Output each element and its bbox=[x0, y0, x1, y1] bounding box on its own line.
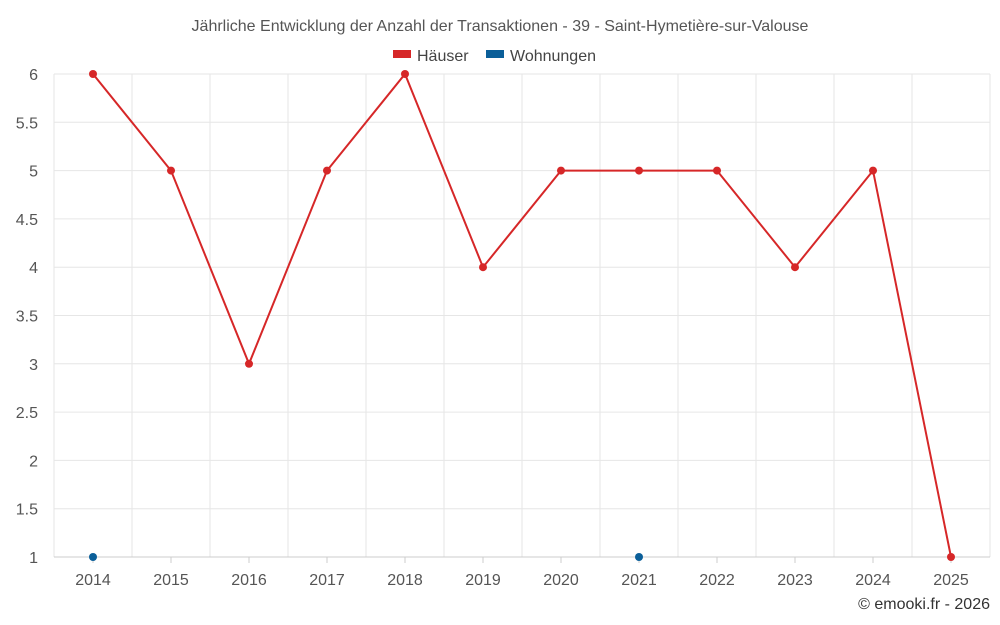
chart-title: Jährliche Entwicklung der Anzahl der Tra… bbox=[192, 18, 809, 35]
y-tick-label: 5 bbox=[29, 164, 38, 181]
y-tick-label: 5.5 bbox=[16, 115, 38, 132]
data-point-haeuser[interactable] bbox=[947, 553, 955, 561]
y-tick-label: 4.5 bbox=[16, 212, 38, 229]
legend-swatch-wohnungen[interactable] bbox=[486, 50, 504, 58]
series-line-haeuser bbox=[92, 72, 952, 558]
legend-label-wohnungen[interactable]: Wohnungen bbox=[510, 48, 596, 65]
data-point-haeuser[interactable] bbox=[791, 263, 799, 272]
x-tick-label: 2015 bbox=[153, 572, 189, 589]
x-tick-label: 2020 bbox=[543, 572, 579, 589]
data-point-haeuser[interactable] bbox=[167, 166, 175, 175]
legend-label-haeuser[interactable]: Häuser bbox=[417, 48, 469, 65]
legend: Häuser Wohnungen bbox=[393, 48, 596, 65]
y-tick-label: 2.5 bbox=[16, 405, 38, 422]
x-axis-ticks: 2014 2015 2016 2017 2018 2019 2020 2021 2022 2023… bbox=[75, 557, 969, 589]
x-tick-label: 2016 bbox=[231, 572, 267, 589]
y-tick-label: 6 bbox=[29, 67, 38, 84]
x-tick-label: 2014 bbox=[75, 572, 111, 589]
x-tick-label: 2019 bbox=[465, 572, 501, 589]
grid bbox=[53, 73, 991, 558]
y-tick-label: 4 bbox=[29, 260, 38, 277]
data-point-haeuser[interactable] bbox=[479, 263, 487, 272]
data-point-haeuser[interactable] bbox=[713, 166, 721, 175]
x-tick-label: 2023 bbox=[777, 572, 813, 589]
legend-swatch-haeuser[interactable] bbox=[393, 50, 411, 58]
x-tick-label: 2022 bbox=[699, 572, 735, 589]
y-tick-label: 3.5 bbox=[16, 309, 38, 326]
data-point-haeuser[interactable] bbox=[323, 166, 331, 175]
data-point-wohnungen[interactable] bbox=[635, 553, 643, 561]
x-tick-label: 2017 bbox=[309, 572, 345, 589]
data-point-haeuser[interactable] bbox=[635, 166, 643, 175]
y-axis-ticks: 1 1.5 2 2.5 3 3.5 4 4.5 5 5.5 6 bbox=[16, 67, 38, 567]
data-point-haeuser[interactable] bbox=[89, 70, 97, 78]
x-tick-label: 2021 bbox=[621, 572, 657, 589]
y-tick-label: 3 bbox=[29, 357, 38, 374]
x-tick-label: 2018 bbox=[387, 572, 423, 589]
series-layer bbox=[89, 70, 955, 561]
credit-text: © emooki.fr - 2026 bbox=[858, 596, 990, 613]
data-point-haeuser[interactable] bbox=[869, 166, 877, 175]
data-point-haeuser[interactable] bbox=[557, 166, 565, 175]
data-point-wohnungen[interactable] bbox=[89, 553, 97, 561]
y-tick-label: 2 bbox=[29, 453, 38, 470]
data-point-haeuser[interactable] bbox=[401, 70, 409, 78]
x-tick-label: 2024 bbox=[855, 572, 891, 589]
data-point-haeuser[interactable] bbox=[245, 359, 253, 368]
y-tick-label: 1 bbox=[29, 550, 38, 567]
x-tick-label: 2025 bbox=[933, 572, 969, 589]
y-tick-label: 1.5 bbox=[16, 502, 38, 519]
